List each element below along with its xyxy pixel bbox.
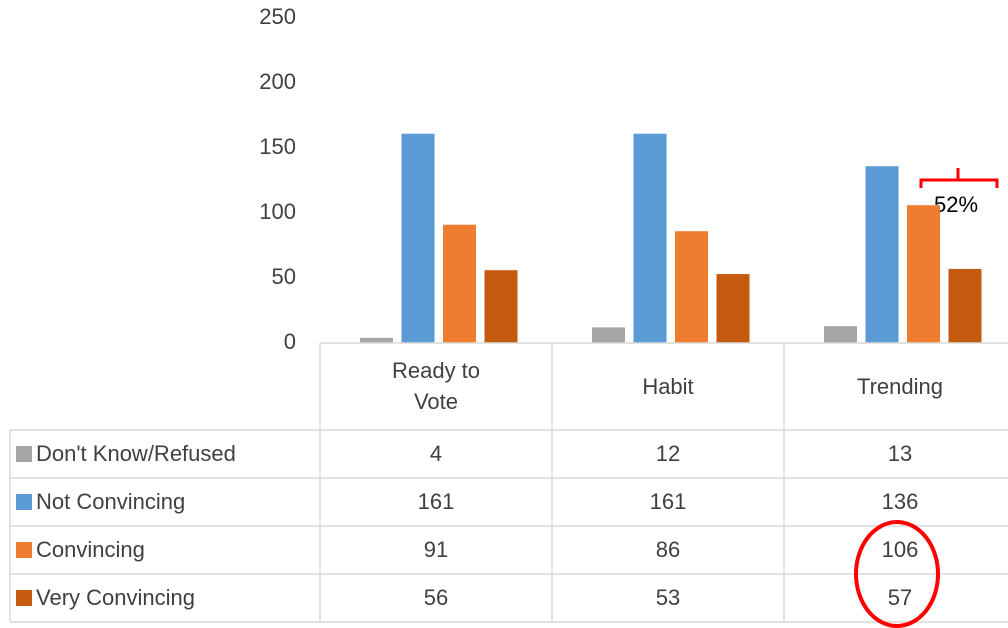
y-tick-label: 200 (259, 69, 296, 94)
legend-label: Not Convincing (36, 489, 185, 514)
table-value: 161 (418, 489, 455, 514)
bar (948, 268, 982, 343)
category-label: Trending (856, 373, 943, 399)
bar (484, 270, 518, 343)
category-label-box: Trending (856, 373, 943, 399)
legend-swatch (16, 590, 32, 606)
legend-label: Convincing (36, 537, 145, 562)
table-value: 53 (656, 585, 680, 610)
y-tick-label: 250 (259, 4, 296, 29)
legend-swatch (16, 494, 32, 510)
table-value: 91 (424, 537, 448, 562)
bracket (919, 168, 999, 188)
y-tick-label: 150 (259, 134, 296, 159)
bar (675, 231, 708, 343)
legend-swatch (16, 446, 32, 462)
table-value: 86 (656, 537, 680, 562)
table-value: 12 (656, 441, 680, 466)
bar (824, 326, 857, 343)
table-value: 161 (650, 489, 687, 514)
category-label-box: Habit (642, 373, 694, 399)
category-label-box: Ready to Vote (391, 358, 481, 414)
table-value: 57 (888, 585, 912, 610)
table-value: 4 (430, 441, 442, 466)
table-value: 13 (888, 441, 912, 466)
legend-swatch (16, 542, 32, 558)
table-value: 56 (424, 585, 448, 610)
category-label: Ready to Vote (391, 358, 481, 414)
bar (865, 166, 899, 343)
table-value: 106 (882, 537, 919, 562)
y-tick-label: 100 (259, 199, 296, 224)
table-value: 136 (882, 489, 919, 514)
highlight-circle (854, 520, 940, 628)
bar (716, 274, 750, 343)
bar (907, 205, 940, 343)
bar (401, 133, 435, 343)
bar (633, 133, 667, 343)
bar (360, 337, 393, 343)
y-tick-label: 0 (284, 329, 296, 354)
legend-label: Don't Know/Refused (36, 441, 236, 466)
bar (443, 224, 476, 343)
annotation: 52% (934, 192, 978, 217)
bar (592, 327, 625, 343)
y-tick-label: 50 (272, 264, 296, 289)
legend-label: Very Convincing (36, 585, 195, 610)
category-label: Habit (642, 373, 694, 399)
